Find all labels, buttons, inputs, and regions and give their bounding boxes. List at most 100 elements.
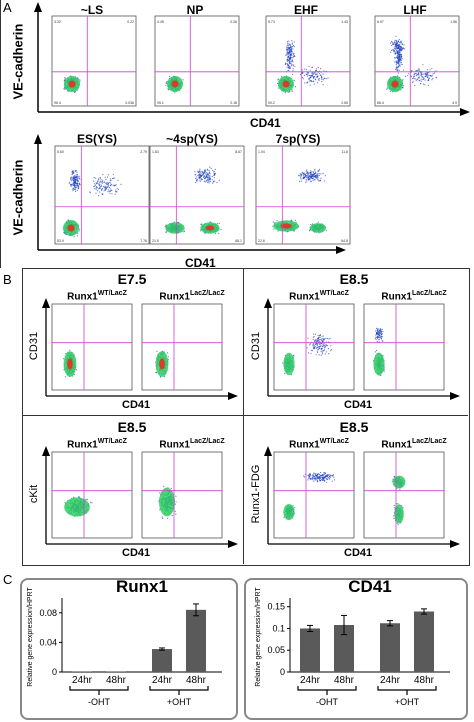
panel-b-stage: E7.5 — [117, 271, 147, 287]
group-label: +OHT — [395, 697, 420, 707]
y-axis-label: Relative gene expression/HPRT — [255, 587, 262, 687]
quadrant-value: 95.1 — [157, 101, 164, 105]
quadrant-value: 6.97 — [377, 20, 384, 24]
quadrant-value: 1.43 — [341, 20, 348, 24]
genotype-superscript: LacZ/LacZ — [189, 290, 225, 297]
flow-plot — [51, 451, 133, 539]
genotype-label-wt: Runx1WT/LacZ — [289, 290, 349, 303]
panel-a-label: A — [3, 0, 12, 15]
group-label: +OHT — [167, 697, 192, 707]
panel-a-row2-title: ~4sp(YS) — [166, 132, 218, 146]
genotype-superscript: LacZ/LacZ — [411, 438, 447, 445]
panel-a-row1-title: LHF — [403, 3, 427, 17]
group-label: -OHT — [88, 697, 110, 707]
genotype-label-lacz: Runx1LacZ/LacZ — [159, 438, 225, 451]
panel-a-row2-title: 7sp(YS) — [275, 132, 321, 146]
panel-a-row2-axes — [34, 134, 346, 254]
chart-title: CD41 — [348, 577, 391, 596]
genotype-label-wt: Runx1WT/LacZ — [289, 438, 349, 451]
panel-a-row1-title: ~LS — [80, 3, 104, 17]
bar — [186, 609, 206, 672]
panel-c-left-frame — [20, 578, 238, 720]
genotype-superscript: LacZ/LacZ — [411, 290, 447, 297]
flow-plot: 6.97 1.56 86.4 4.9 — [374, 15, 460, 107]
panel-b-xlabel: CD41 — [122, 399, 151, 411]
panel-b-axes — [42, 298, 238, 400]
flow-plot — [141, 303, 223, 391]
flow-plot: 1.83 8.67 21.5 68.1 — [149, 145, 245, 245]
panel-b-ylabel: Runx1-FDG — [250, 464, 262, 524]
y-tick-label: 0 — [280, 667, 285, 677]
quadrant-value: 96.4 — [54, 101, 61, 105]
x-tick-label: 48hr — [186, 675, 207, 686]
panel-b-axes — [264, 298, 460, 400]
genotype-superscript: LacZ/LacZ — [189, 438, 225, 445]
panel-a-row2-xlabel: CD41 — [185, 256, 216, 270]
panel-a-row1-xlabel: CD41 — [250, 116, 281, 130]
genotype-label-wt: Runx1WT/LacZ — [67, 290, 127, 303]
x-tick-label: 48hr — [106, 675, 127, 686]
panel-a-frame — [0, 0, 473, 268]
quadrant-value: 0.26 — [230, 20, 237, 24]
bar — [152, 649, 172, 672]
x-tick-label: 48hr — [414, 675, 435, 686]
y-tick-label: 0.15 — [267, 602, 285, 612]
flow-plot — [273, 303, 355, 391]
y-tick-label: 0.1 — [272, 623, 285, 633]
genotype-label-wt: Runx1WT/LacZ — [67, 438, 127, 451]
quadrant-value: 3.32 — [54, 20, 61, 24]
quadrant-value: 0.036 — [125, 101, 134, 105]
x-tick-label: 24hr — [380, 675, 401, 686]
panel-b-stage: E8.5 — [117, 419, 147, 435]
y-tick-label: 0 — [52, 667, 57, 677]
quadrant-value: 1.04 — [258, 150, 265, 154]
quadrant-value: 68.1 — [235, 239, 242, 243]
panel-b-ylabel: CD31 — [250, 331, 262, 361]
bar-chart: 0 0.04 0.08 Runx1 24hr 48hr 24hr 48hr -OHT +OHT Re… — [27, 577, 222, 707]
flow-plot — [363, 303, 445, 391]
quadrant-value: 21.5 — [152, 239, 159, 243]
panel-b-frame — [22, 268, 470, 566]
quadrant-value: 2.79 — [140, 150, 147, 154]
bar — [414, 611, 434, 672]
panel-b-xlabel: CD41 — [122, 547, 151, 559]
bar-chart: 0 0.05 0.1 0.15 CD41 24hr 48hr 24hr 48hr -OHT +OHT… — [255, 577, 450, 707]
chart-title: Runx1 — [116, 577, 168, 596]
quadrant-value: 1.83 — [152, 150, 159, 154]
panel-a-row2-title: ES(YS) — [76, 132, 117, 146]
genotype-superscript: WT/LacZ — [319, 290, 349, 297]
genotype-superscript: WT/LacZ — [97, 290, 127, 297]
panel-a-row1-title: EHF — [294, 3, 318, 17]
quadrant-value: 11.8 — [341, 150, 348, 154]
panel-b-divider-v — [243, 268, 244, 564]
panel-b-divider-h — [22, 415, 468, 416]
flow-plot — [363, 451, 445, 539]
bar — [334, 624, 354, 672]
genotype-label-lacz: Runx1LacZ/LacZ — [381, 290, 447, 303]
panel-c-label: C — [3, 572, 13, 587]
quadrant-value: 7.76 — [140, 239, 147, 243]
quadrant-value: 8.67 — [235, 150, 242, 154]
y-tick-label: 0.08 — [39, 608, 57, 618]
quadrant-value: 5.60 — [57, 150, 64, 154]
genotype-superscript: WT/LacZ — [319, 438, 349, 445]
quadrant-value: 2.65 — [341, 101, 348, 105]
panel-b-stage: E8.5 — [339, 271, 369, 287]
group-label: -OHT — [316, 697, 338, 707]
panel-c-right-frame — [244, 578, 468, 720]
quadrant-value: 22.6 — [258, 239, 265, 243]
flow-plot — [273, 451, 355, 539]
quadrant-value: 0.22 — [127, 20, 134, 24]
quadrant-value: 4.9 — [452, 101, 457, 105]
genotype-superscript: WT/LacZ — [97, 438, 127, 445]
bar — [380, 623, 400, 672]
panel-b-ylabel: CD31 — [28, 331, 40, 361]
quadrant-value: 5.73 — [268, 20, 275, 24]
quadrant-value: 83.9 — [57, 239, 64, 243]
flow-plot — [51, 303, 133, 391]
y-tick-label: 0.05 — [267, 645, 285, 655]
x-tick-label: 24hr — [72, 675, 93, 686]
panel-b-axes — [42, 446, 238, 548]
panel-b-label: B — [3, 272, 12, 287]
panel-b-xlabel: CD41 — [344, 547, 373, 559]
